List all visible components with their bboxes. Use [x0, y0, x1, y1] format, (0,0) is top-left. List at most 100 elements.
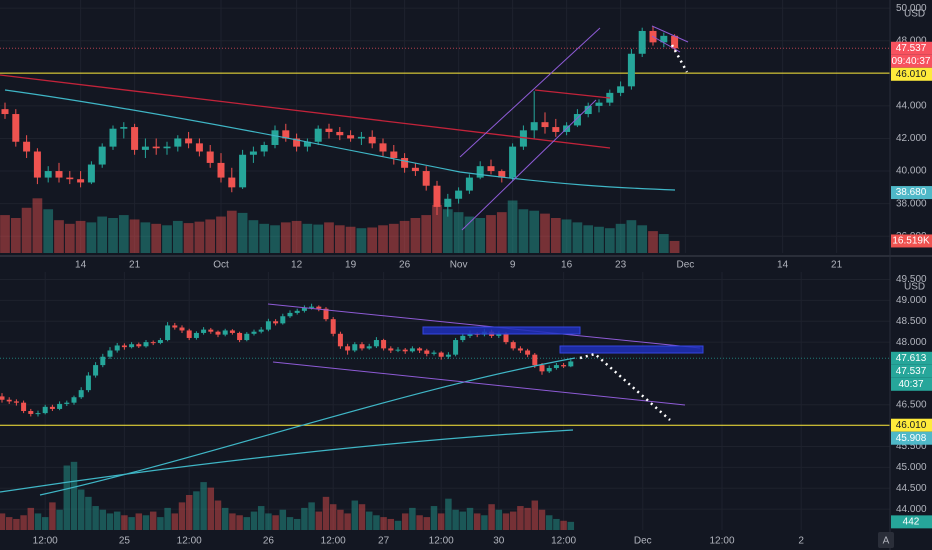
candle-body [244, 333, 250, 341]
candle-body [366, 346, 372, 349]
volume-bar [453, 212, 464, 253]
candle-body [359, 344, 365, 349]
volume-bar [236, 515, 243, 530]
candle-body [510, 342, 516, 349]
moving-average [4, 89, 676, 191]
volume-bar [149, 511, 157, 530]
candle-body [229, 330, 235, 333]
y-tick-label: 48.000 [896, 35, 927, 46]
volume-bar [270, 225, 280, 253]
volume-bar [0, 513, 6, 530]
volume-bar [401, 513, 409, 530]
x-tick-label: 27 [378, 536, 390, 547]
x-tick-label: 12:00 [33, 536, 58, 547]
candle-body [553, 365, 559, 369]
x-tick-label: Dec [634, 536, 652, 547]
candle-body [239, 154, 247, 188]
candle-body [129, 344, 135, 348]
candle-body [530, 122, 538, 131]
candle-body [206, 151, 214, 163]
volume-bar [77, 489, 85, 530]
volume-bar [502, 513, 510, 530]
volume-bar [265, 513, 272, 530]
candle-body [431, 352, 437, 354]
candle-body [237, 332, 243, 341]
x-tick-label: 12:00 [709, 536, 734, 547]
candle-body [172, 325, 178, 328]
candle-body [476, 166, 484, 178]
y-tick-label: 50.000 [896, 3, 927, 14]
volume-label-box [891, 234, 932, 248]
price-label: 46.010 [896, 420, 927, 431]
price-label: 47.537 [896, 366, 927, 377]
volume-bar [567, 521, 575, 530]
y-tick-label: 45.500 [896, 441, 927, 452]
volume-bar [34, 513, 42, 530]
x-tick-label: 2 [798, 536, 804, 547]
candle-body [143, 342, 149, 347]
candle-body [541, 122, 549, 128]
candle-body [671, 35, 679, 49]
volume-bar [129, 219, 140, 253]
projection [670, 44, 689, 73]
volume-bar [21, 207, 32, 253]
volume-bar [322, 496, 330, 530]
candle-body [460, 335, 466, 341]
candle-body [314, 128, 322, 142]
volume-bar [486, 215, 496, 253]
volume-bar [259, 223, 270, 253]
candle-body [309, 306, 315, 308]
candle-body [174, 138, 182, 147]
candle-body [293, 138, 301, 147]
candle-body [422, 171, 430, 186]
volume-bar [280, 222, 291, 253]
volume-bar [540, 213, 550, 253]
zone [559, 345, 704, 354]
x-tick-label: 14 [75, 260, 87, 271]
volume-bar [531, 500, 539, 530]
countdown: 09:40:37 [892, 56, 931, 67]
volume-bar [172, 220, 183, 253]
y-tick-label: 49.000 [896, 295, 927, 306]
volume-bar [279, 509, 287, 530]
volume-bar [293, 518, 301, 530]
volume-bar [669, 240, 680, 253]
candle-body [195, 143, 203, 152]
volume-bar [178, 502, 186, 530]
candle-body [35, 413, 41, 415]
candle-body [496, 333, 502, 336]
corner-button[interactable] [878, 532, 894, 548]
y-tick-label: 40.000 [896, 166, 927, 177]
candle-body [388, 348, 394, 351]
volume-bar [507, 200, 518, 253]
price-label-box [891, 364, 932, 378]
volume-bar [496, 212, 507, 253]
candle-body [627, 53, 635, 87]
candle-body [368, 136, 376, 144]
volume-bar [164, 507, 171, 530]
volume-bar [63, 465, 71, 530]
price-label-box [891, 67, 932, 81]
volume-bar [216, 216, 226, 253]
candle-body [568, 361, 574, 367]
candle-body [303, 141, 311, 147]
price-label-box [891, 186, 932, 200]
y-tick-label: 42.000 [896, 133, 927, 144]
candle-body [532, 354, 538, 366]
x-tick-label: 12:00 [177, 536, 202, 547]
x-tick-label: 30 [493, 536, 505, 547]
volume-bar [221, 507, 229, 530]
candle-body [78, 390, 84, 398]
volume-bar [97, 216, 108, 253]
candle-body [258, 329, 264, 332]
candle-body [660, 35, 668, 43]
corner-button-label[interactable]: A [883, 536, 890, 547]
candle-body [411, 167, 419, 172]
volume-bar [356, 228, 367, 253]
volume-bar [388, 223, 399, 253]
volume-bar [658, 234, 669, 253]
volume-bar [423, 517, 431, 530]
volume-bar [464, 216, 475, 253]
